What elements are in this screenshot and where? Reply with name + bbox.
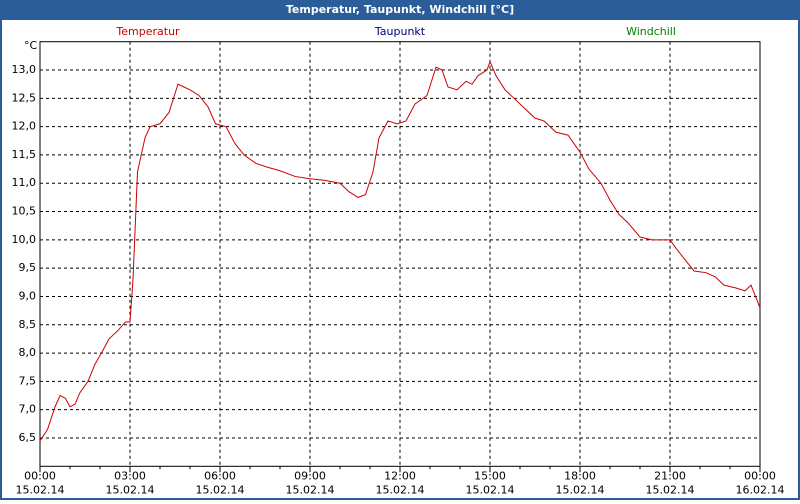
- y-tick-label: 8,5: [19, 318, 37, 331]
- x-tick-date: 15.02.14: [556, 483, 605, 496]
- y-tick-label: 8,0: [19, 346, 37, 359]
- chart-title: Temperatur, Taupunkt, Windchill [°C]: [286, 3, 514, 16]
- y-tick-label: 12,0: [12, 120, 37, 133]
- x-tick-label: 21:00: [654, 469, 686, 482]
- y-tick-label: 9,0: [19, 289, 37, 302]
- x-tick-date: 15.02.14: [106, 483, 155, 496]
- y-tick-label: 12,5: [12, 91, 37, 104]
- legend-entry: Taupunkt: [374, 25, 426, 38]
- y-tick-label: 7,0: [19, 403, 37, 416]
- y-tick-label: 7,5: [19, 374, 37, 387]
- y-tick-label: 9,5: [19, 261, 37, 274]
- x-tick-date: 15.02.14: [196, 483, 245, 496]
- x-tick-label: 09:00: [294, 469, 326, 482]
- x-tick-date: 15.02.14: [376, 483, 425, 496]
- y-tick-label: 10,0: [12, 233, 37, 246]
- x-tick-date: 16.02.14: [736, 483, 785, 496]
- y-tick-label: 13,0: [12, 63, 37, 76]
- x-tick-label: 18:00: [564, 469, 596, 482]
- x-tick-date: 15.02.14: [646, 483, 695, 496]
- line-series: [39, 60, 761, 442]
- x-tick-label: 03:00: [114, 469, 146, 482]
- x-tick-label: 15:00: [474, 469, 506, 482]
- y-tick-label: 11,0: [12, 176, 37, 189]
- y-tick-label: 10,5: [12, 205, 37, 218]
- y-tick-label: 11,5: [12, 148, 37, 161]
- title-bar: [0, 0, 800, 20]
- x-tick-date: 15.02.14: [286, 483, 335, 496]
- legend-entry: Windchill: [626, 25, 676, 38]
- y-tick-label: 6,5: [19, 431, 37, 444]
- x-tick-date: 15.02.14: [16, 483, 65, 496]
- x-tick-label: 00:00: [744, 469, 776, 482]
- x-tick-date: 15.02.14: [466, 483, 515, 496]
- x-tick-label: 00:00: [24, 469, 56, 482]
- x-tick-label: 06:00: [204, 469, 236, 482]
- legend-entry: Temperatur: [115, 25, 180, 38]
- x-tick-label: 12:00: [384, 469, 416, 482]
- y-unit: °C: [24, 39, 38, 52]
